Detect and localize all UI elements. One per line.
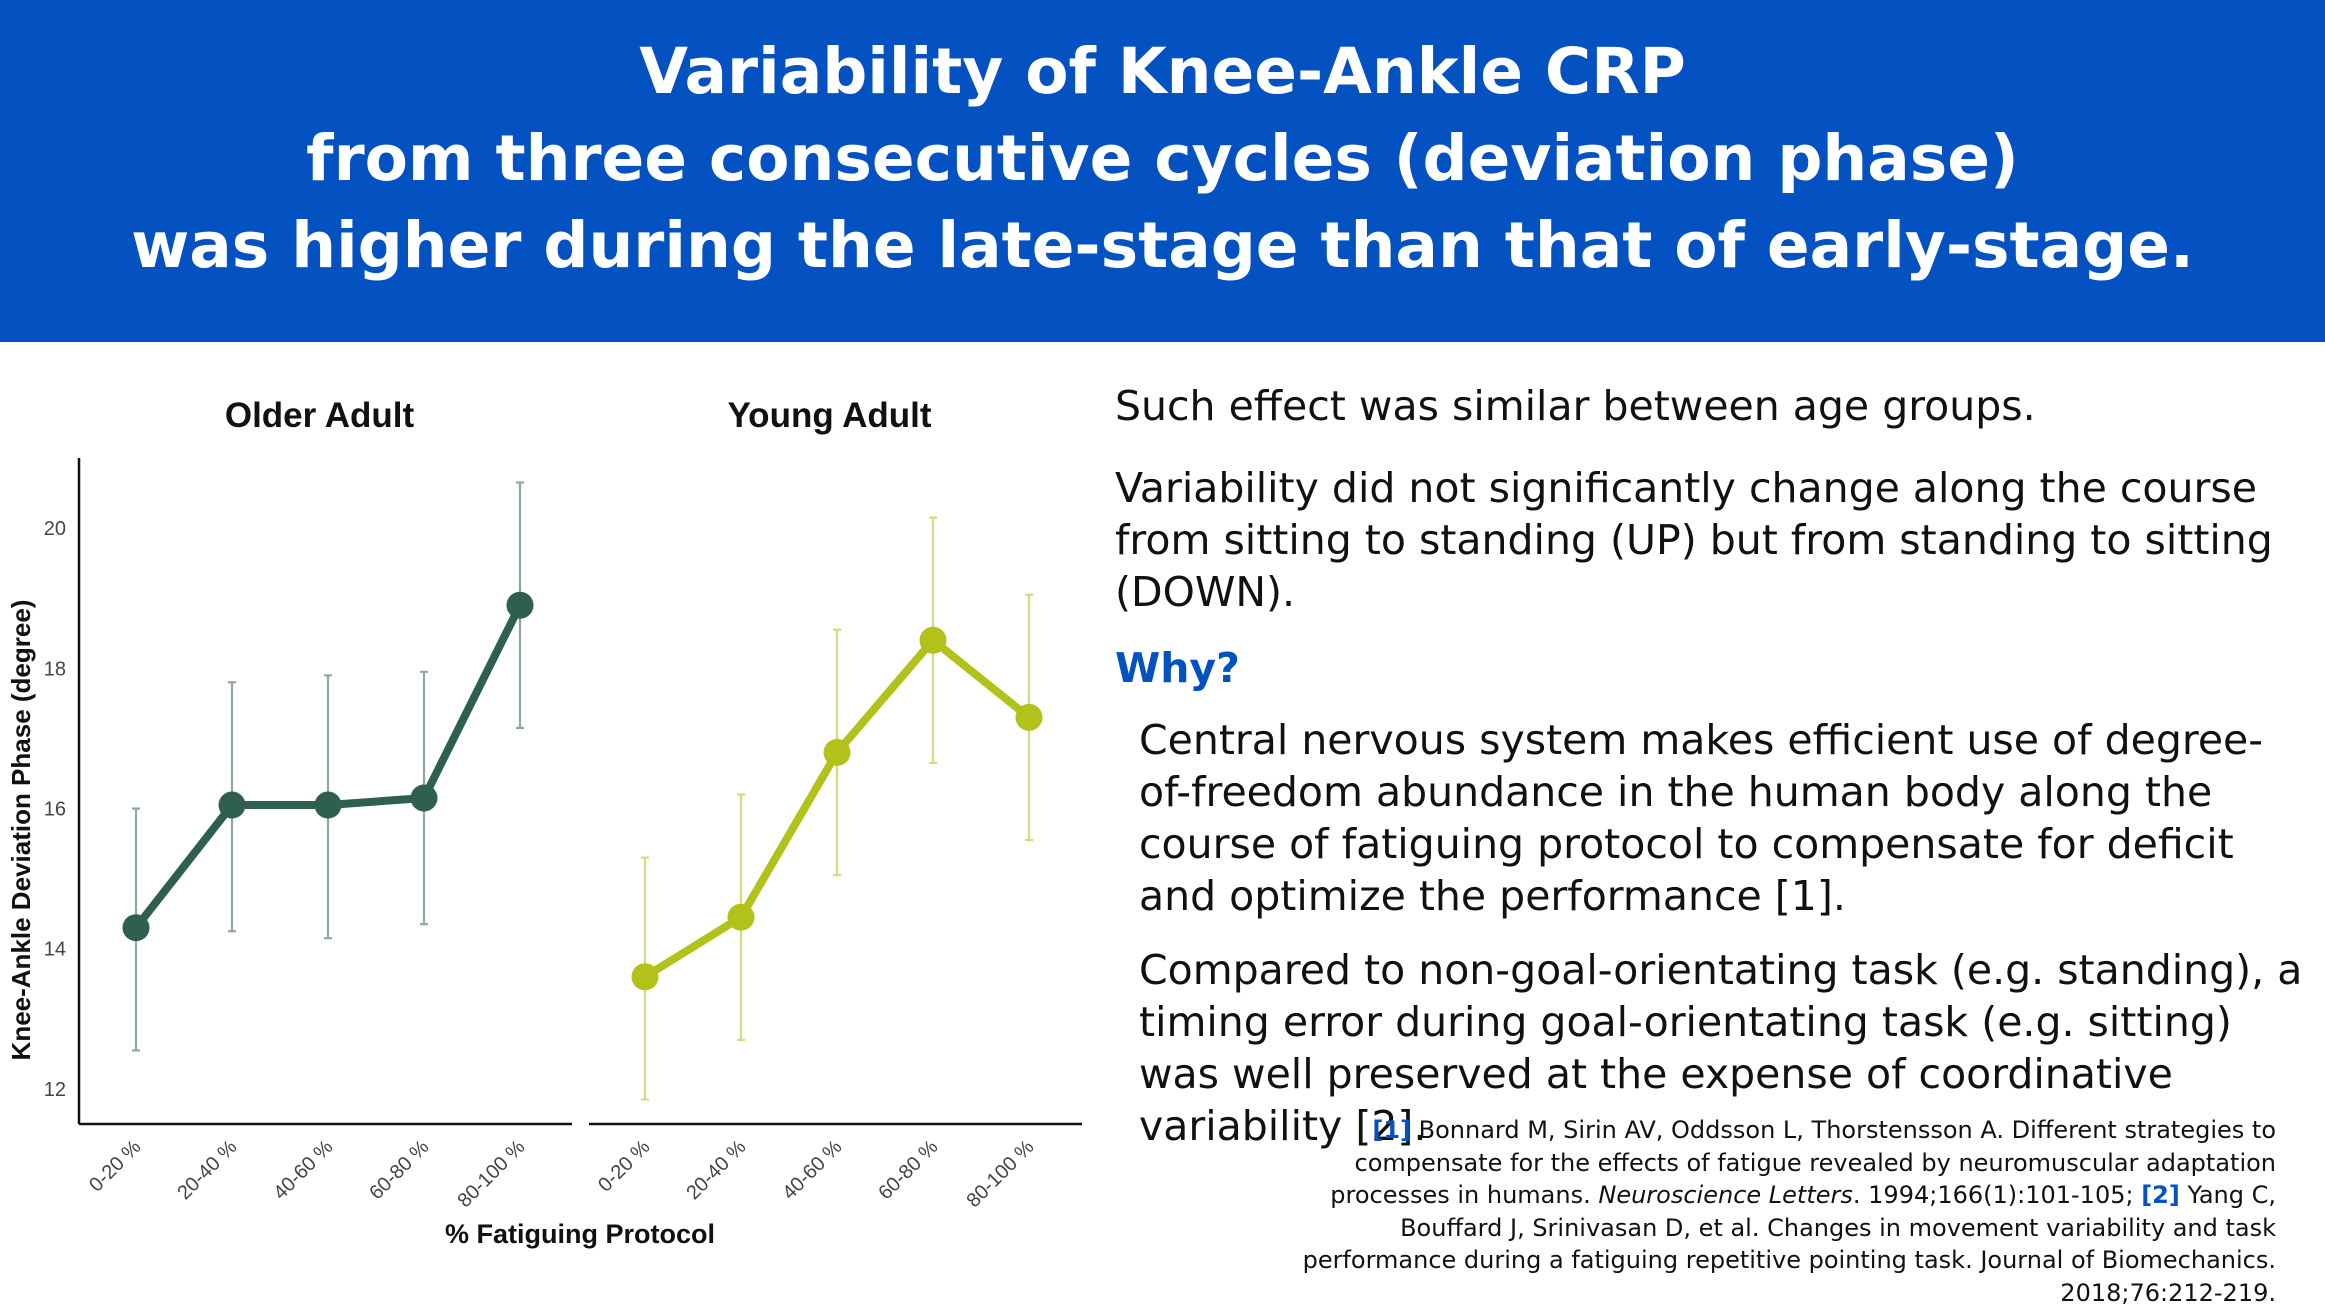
reason-1: Central nervous system makes efficient u…: [1139, 716, 2264, 920]
statement-variability: Variability did not significantly change…: [1115, 464, 2273, 616]
findings-text: Such effect was similar between age grou…: [1115, 380, 2305, 1174]
title-banner: Variability of Knee-Ankle CRP from three…: [0, 0, 2325, 342]
why-heading: Why?: [1115, 644, 1240, 692]
data-point: [410, 784, 438, 812]
data-point: [727, 903, 755, 931]
data-point: [122, 914, 150, 942]
y-axis-label: Knee-Ankle Deviation Phase (degree): [6, 600, 36, 1061]
title-line-3: was higher during the late-stage than th…: [131, 209, 2194, 282]
x-tick-label: 20-40 %: [682, 1136, 750, 1204]
x-tick-label: 80-100 %: [453, 1136, 529, 1212]
y-tick-label: 12: [44, 1079, 66, 1101]
data-point: [631, 963, 659, 991]
title-line-1: Variability of Knee-Ankle CRP: [639, 35, 1686, 108]
x-tick-label: 20-40 %: [173, 1136, 241, 1204]
axes-layer: 12 14 16 18 20: [44, 458, 1082, 1126]
data-point: [1015, 703, 1043, 731]
data-point: [314, 791, 342, 819]
x-tick-label: 60-80 %: [365, 1136, 433, 1204]
x-tick-label: 60-80 %: [874, 1136, 942, 1204]
reason-2: Compared to non-goal-orientating task (e…: [1139, 946, 2303, 1150]
data-point: [823, 738, 851, 766]
references: [1] Bonnard M, Sirin AV, Oddsson L, Thor…: [1240, 1114, 2276, 1309]
y-tick-label: 20: [44, 518, 66, 540]
ref-1-tail: . 1994;166(1):101-105;: [1852, 1181, 2142, 1209]
data-point: [506, 591, 534, 619]
title-line-2: from three consecutive cycles (deviation…: [306, 122, 2019, 195]
x-tick-label: 80-100 %: [962, 1136, 1038, 1212]
ref-2-number: [2]: [2141, 1181, 2180, 1209]
panel-title-2: Young Adult: [727, 396, 931, 435]
ref-2-text: Yang C, Bouffard J, Srinivasan D, et al.…: [1302, 1181, 2276, 1307]
statement-similar: Such effect was similar between age grou…: [1115, 382, 2036, 430]
ref-1-journal: Neuroscience Letters: [1598, 1181, 1853, 1209]
data-point: [919, 626, 947, 654]
data-layer: Older Adult 0-20 % 20-40 % 40-60 % 60-80 % 80…: [85, 396, 1043, 1212]
x-tick-label: 0-20 %: [85, 1136, 146, 1197]
data-point: [218, 791, 246, 819]
panel-title-1: Older Adult: [225, 396, 415, 435]
x-tick-label: 40-60 %: [778, 1136, 846, 1204]
y-tick-label: 14: [44, 939, 66, 961]
y-tick-label: 18: [44, 658, 66, 680]
ref-1-text: Bonnard M, Sirin AV, Oddsson L, Thorsten…: [1330, 1116, 2276, 1209]
x-axis-label: % Fatiguing Protocol: [445, 1219, 715, 1249]
y-tick-label: 16: [44, 799, 66, 821]
x-tick-label: 40-60 %: [269, 1136, 337, 1204]
ref-1-number: [1]: [1372, 1116, 1411, 1144]
line-chart: 12 14 16 18 20 Older Adult 0-20 % 20-40 % 40-60…: [6, 396, 1082, 1249]
x-tick-label: 0-20 %: [594, 1136, 655, 1197]
